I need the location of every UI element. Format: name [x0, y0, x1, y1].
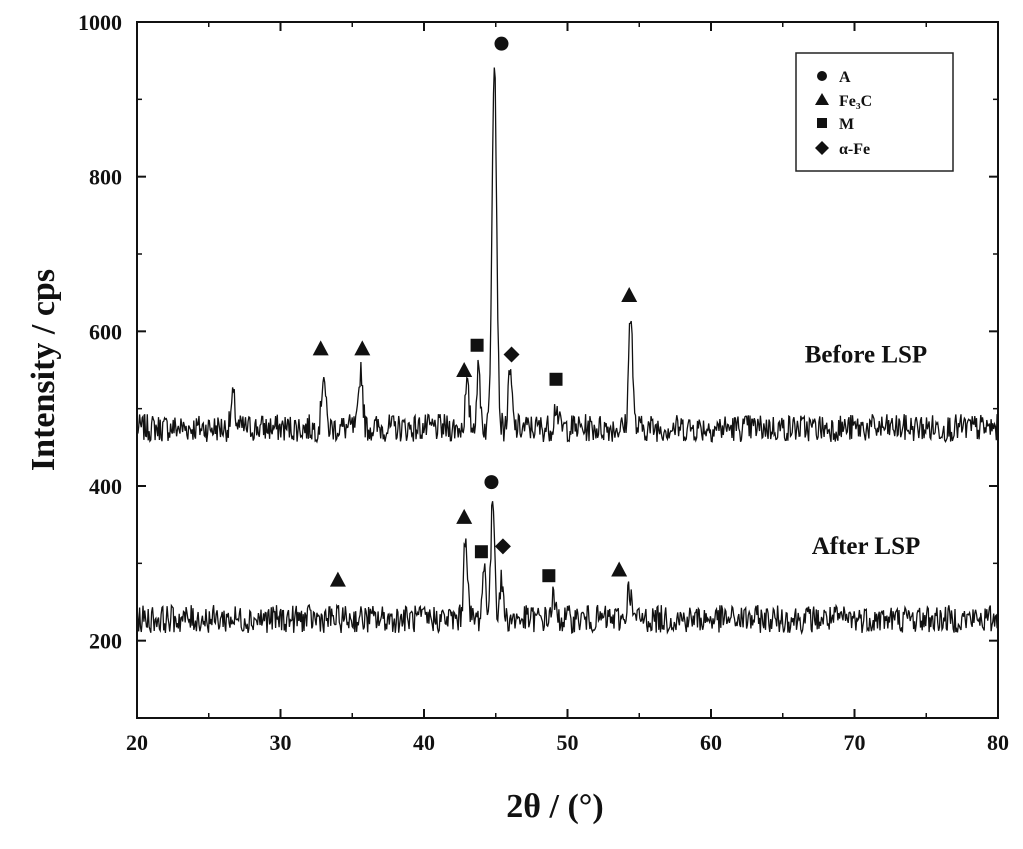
x-tick-label: 20	[126, 730, 148, 755]
x-axis-title: 2θ / (°)	[506, 788, 603, 825]
marker-triangle-icon	[456, 362, 473, 377]
y-tick-label: 600	[89, 319, 122, 344]
trace-labels: Before LSP After LSP	[805, 341, 927, 560]
legend-triangle-icon	[815, 93, 829, 105]
legend-circle-icon	[817, 71, 827, 81]
marker-circle-icon	[494, 36, 509, 51]
plot-area	[136, 67, 999, 636]
trace-label-before-lsp: Before LSP	[805, 341, 927, 368]
y-tick-label: 200	[89, 629, 122, 654]
marker-square-icon	[549, 372, 563, 386]
series-line-after-lsp	[136, 501, 999, 636]
marker-triangle-icon	[354, 340, 371, 356]
legend-label-a: A	[839, 69, 851, 86]
legend-label-alpha-fe: α-Fe	[839, 141, 870, 158]
series-line-before-lsp	[136, 67, 999, 444]
x-tick-label: 40	[413, 730, 435, 755]
marker-triangle-icon	[329, 571, 346, 587]
phase-markers	[312, 36, 638, 587]
x-tick-label: 70	[844, 730, 866, 755]
marker-square-icon	[470, 338, 484, 352]
marker-triangle-icon	[456, 508, 473, 524]
marker-square-icon	[542, 569, 556, 583]
legend-diamond-icon	[815, 141, 829, 155]
x-tick-label: 80	[987, 730, 1009, 755]
marker-triangle-icon	[312, 340, 329, 356]
x-tick-label: 50	[557, 730, 579, 755]
legend-label-fe3c: Fe₃C	[839, 93, 872, 110]
x-tick-label: 60	[700, 730, 722, 755]
y-axis-title: Intensity / cps	[25, 269, 62, 471]
legend-square-icon	[817, 118, 827, 128]
y-tick-label: 1000	[78, 10, 122, 35]
legend-label-m: M	[839, 116, 854, 133]
trace-label-after-lsp: After LSP	[812, 533, 921, 560]
marker-square-icon	[474, 545, 488, 559]
y-tick-label: 400	[89, 474, 122, 499]
axis-ticks: 20 30 40 50 60 70 80 200 400 600 800 1000	[78, 10, 1009, 755]
x-tick-label: 30	[270, 730, 292, 755]
marker-diamond-icon	[503, 346, 520, 363]
marker-triangle-icon	[621, 286, 638, 302]
marker-triangle-icon	[611, 561, 628, 577]
legend-box	[795, 52, 954, 172]
legend: A Fe₃C M α-Fe	[795, 52, 954, 172]
y-tick-label: 800	[89, 165, 122, 190]
marker-diamond-icon	[494, 538, 511, 555]
marker-circle-icon	[484, 475, 499, 490]
